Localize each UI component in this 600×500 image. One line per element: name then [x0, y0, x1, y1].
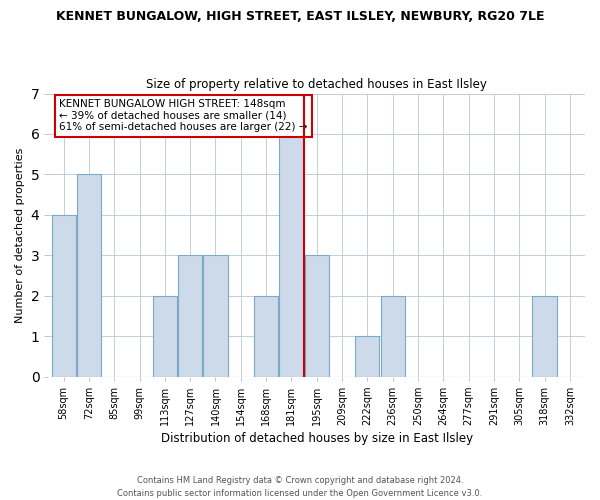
Bar [532, 296, 557, 376]
X-axis label: Distribution of detached houses by size in East Ilsley: Distribution of detached houses by size … [161, 432, 473, 445]
Y-axis label: Number of detached properties: Number of detached properties [15, 148, 25, 322]
Bar [178, 256, 202, 376]
Bar [380, 296, 404, 376]
Text: Contains HM Land Registry data © Crown copyright and database right 2024.
Contai: Contains HM Land Registry data © Crown c… [118, 476, 482, 498]
Bar [153, 296, 177, 376]
Bar [203, 256, 227, 376]
Text: KENNET BUNGALOW HIGH STREET: 148sqm
← 39% of detached houses are smaller (14)
61: KENNET BUNGALOW HIGH STREET: 148sqm ← 39… [59, 99, 308, 132]
Bar [280, 134, 304, 376]
Text: KENNET BUNGALOW, HIGH STREET, EAST ILSLEY, NEWBURY, RG20 7LE: KENNET BUNGALOW, HIGH STREET, EAST ILSLE… [56, 10, 544, 23]
Bar [355, 336, 379, 376]
Bar [305, 256, 329, 376]
Bar [52, 215, 76, 376]
Bar [77, 174, 101, 376]
Bar [254, 296, 278, 376]
Title: Size of property relative to detached houses in East Ilsley: Size of property relative to detached ho… [146, 78, 487, 91]
